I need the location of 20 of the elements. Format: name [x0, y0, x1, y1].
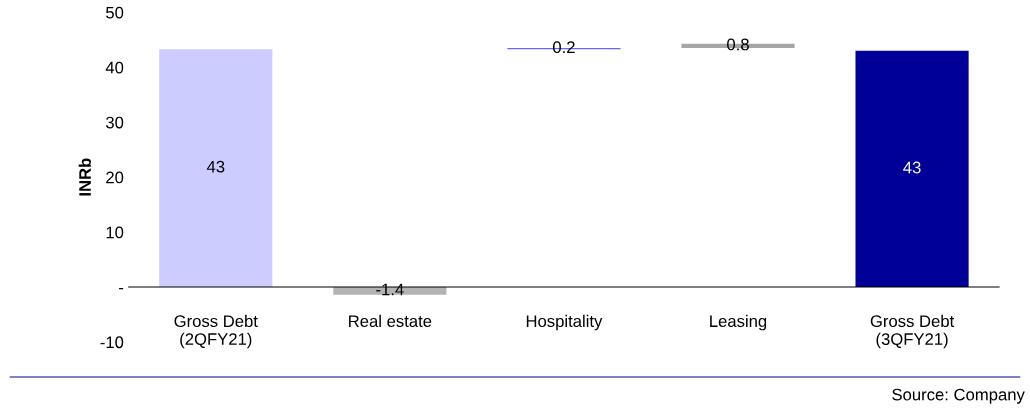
bar: [855, 50, 969, 288]
y-tick-label: -10: [100, 336, 124, 349]
x-tick-label: Gross Debt (3QFY21): [870, 314, 955, 349]
y-tick-label: 40: [105, 61, 124, 74]
y-tick-label: 20: [106, 171, 124, 184]
y-tick-label: 50: [106, 6, 124, 19]
x-tick-label: Real estate: [349, 314, 432, 328]
data-label: 43: [206, 160, 225, 173]
y-tick-label: 10: [106, 226, 124, 239]
x-tick-label: Hospitality: [526, 314, 603, 331]
y-axis-title: INRb: [78, 158, 91, 196]
x-tick-label: Leasing: [710, 314, 767, 331]
y-tick-label: 30: [105, 116, 124, 129]
source-note: Source: Company: [892, 388, 1025, 404]
x-tick-label: Gross Debt (2QFY21): [174, 314, 258, 349]
data-label: -1.4: [376, 283, 404, 296]
data-label: 0.8: [727, 38, 749, 51]
bar: [159, 49, 273, 288]
y-tick-label: -: [119, 287, 124, 290]
data-label: 43: [903, 161, 921, 174]
